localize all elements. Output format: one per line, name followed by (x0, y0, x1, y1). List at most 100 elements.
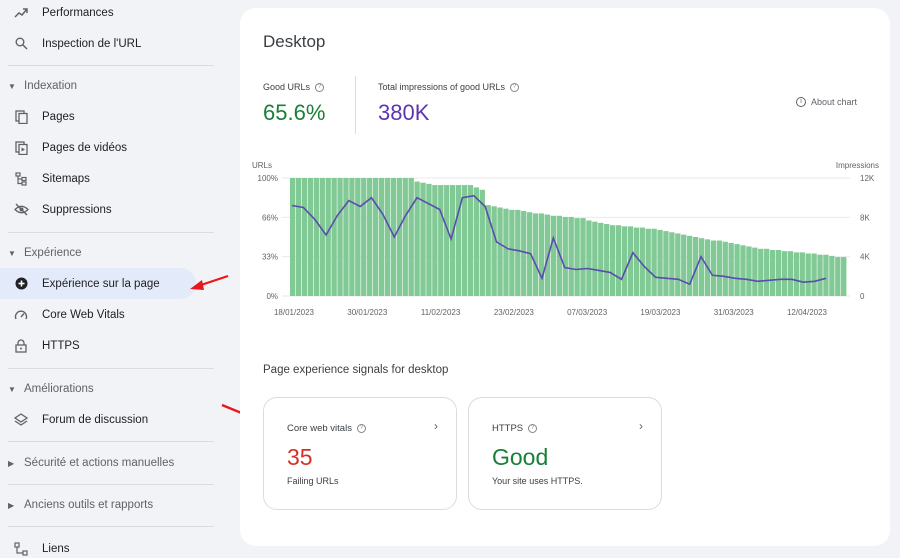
caret-down-icon: ▼ (8, 384, 16, 394)
chart-bar (716, 240, 722, 296)
chart-bar (675, 233, 681, 296)
chart-bar (420, 182, 426, 296)
sidebar-item-suppressions[interactable]: Suppressions (0, 194, 222, 225)
section-indexation[interactable]: ▼ Indexation (0, 74, 222, 98)
help-icon[interactable]: ? (528, 424, 538, 433)
y2-axis-title: Impressions (836, 161, 879, 170)
sidebar-item-inspection[interactable]: Inspection de l'URL (0, 28, 222, 59)
desktop-card: Desktop Good URLs? 65.6% Total impressio… (240, 8, 890, 546)
y-tick-label: 33% (262, 253, 278, 262)
sidebar-item-performances[interactable]: Performances (0, 0, 222, 28)
chart-bar (319, 178, 325, 296)
signal-value: 35 (287, 444, 313, 470)
chart-bar (799, 252, 805, 296)
sitemap-icon (13, 171, 29, 187)
impressions-metric: Total impressions of good URLs? 380K (378, 82, 520, 126)
chart-bar (769, 249, 776, 296)
sidebar-item-page-experience[interactable]: Expérience sur la page (0, 268, 196, 299)
help-icon[interactable]: ? (510, 82, 520, 92)
chart-bar (491, 206, 497, 296)
chart-bar (615, 225, 622, 296)
chart-bar (367, 178, 373, 296)
chart-bar (532, 213, 539, 296)
chart-bar (313, 178, 320, 296)
section-ameliorations[interactable]: ▼ Améliorations (0, 377, 222, 401)
chart-bar (562, 216, 568, 296)
sidebar-item-forum[interactable]: Forum de discussion (0, 404, 222, 435)
sidebar-item-label: HTTPS (42, 339, 80, 352)
chart-bar (657, 229, 663, 296)
chart-bar (829, 255, 835, 296)
sidebar-item-core-web-vitals[interactable]: Core Web Vitals (0, 299, 222, 330)
section-experience[interactable]: ▼ Expérience (0, 241, 222, 265)
sidebar-item-https[interactable]: HTTPS (0, 330, 222, 361)
chart-bar (556, 215, 562, 296)
chart-bar (515, 209, 521, 296)
chart-bar (461, 185, 468, 296)
about-chart-link[interactable]: i About chart (796, 97, 857, 107)
section-securite[interactable]: ▶ Sécurité et actions manuelles (0, 451, 222, 475)
chart-bar (592, 221, 598, 296)
sidebar: Performances Inspection de l'URL ▼ Index… (0, 0, 222, 558)
urls-impressions-chart: 100% 12K 66% 8K 33% 4K 0% 0 URLs Impressions 18/01… (252, 161, 879, 317)
x-tick-label: 23/02/2023 (494, 308, 535, 317)
sidebar-item-label: Suppressions (42, 203, 112, 216)
chart-bar (372, 178, 379, 296)
chart-bar (734, 244, 740, 296)
section-label: Sécurité et actions manuelles (24, 457, 175, 469)
help-icon[interactable]: ? (356, 424, 366, 433)
chevron-right-icon: › (639, 419, 643, 433)
chart-bar (426, 183, 432, 296)
chart-bar (402, 178, 408, 296)
chart-bar (307, 178, 314, 296)
chart-bar (568, 216, 574, 296)
sidebar-item-sitemaps[interactable]: Sitemaps (0, 163, 222, 194)
chart-bar (331, 178, 337, 296)
chart-bar (811, 253, 817, 296)
chart-bar (710, 240, 717, 296)
sidebar-item-liens[interactable]: Liens (0, 533, 222, 558)
y-tick-label: 0% (266, 292, 278, 301)
help-icon[interactable]: ? (315, 82, 325, 92)
search-icon (13, 36, 29, 52)
good-urls-label: Good URLs (263, 82, 311, 92)
chart-bar (841, 257, 847, 296)
chart-bar (746, 246, 752, 296)
chart-bar (497, 207, 503, 296)
chart-bar (550, 215, 557, 296)
core-web-vitals-card[interactable]: Core web vitals? › 35 Failing URLs (263, 397, 457, 510)
chart-bar (467, 185, 474, 296)
about-chart-label: About chart (811, 97, 858, 107)
chart-bar (473, 187, 480, 296)
chart-bar (503, 208, 509, 296)
https-card[interactable]: HTTPS? › Good Your site uses HTTPS. (468, 397, 662, 510)
x-tick-label: 31/03/2023 (714, 308, 755, 317)
divider (8, 65, 214, 66)
chart-bar (669, 232, 675, 296)
chart-bar (521, 211, 527, 296)
section-anciens[interactable]: ▶ Anciens outils et rapports (0, 493, 222, 517)
impressions-label: Total impressions of good URLs (378, 82, 506, 92)
chart-bar (740, 245, 746, 296)
signal-subtitle: Failing URLs (287, 476, 339, 486)
chart-bar (325, 178, 331, 296)
chart-bar (817, 254, 823, 296)
divider (8, 484, 214, 485)
pages-icon (13, 109, 29, 125)
chart-bar (609, 225, 616, 296)
chart-bar (787, 251, 794, 296)
sidebar-item-label: Expérience sur la page (42, 277, 160, 290)
sidebar-item-label: Core Web Vitals (42, 308, 125, 321)
chart-bar (479, 189, 485, 296)
sidebar-item-label: Performances (42, 6, 114, 19)
y2-tick-label: 0 (860, 292, 865, 301)
chart-bar (823, 254, 829, 296)
chart-bar (627, 226, 634, 296)
chart-bar (758, 248, 764, 296)
signal-value: Good (492, 444, 549, 470)
sidebar-item-video-pages[interactable]: Pages de vidéos (0, 132, 222, 163)
chart-bar (781, 251, 788, 296)
chart-bar (805, 253, 811, 296)
caret-right-icon: ▶ (8, 500, 15, 510)
sidebar-item-pages[interactable]: Pages (0, 101, 222, 132)
